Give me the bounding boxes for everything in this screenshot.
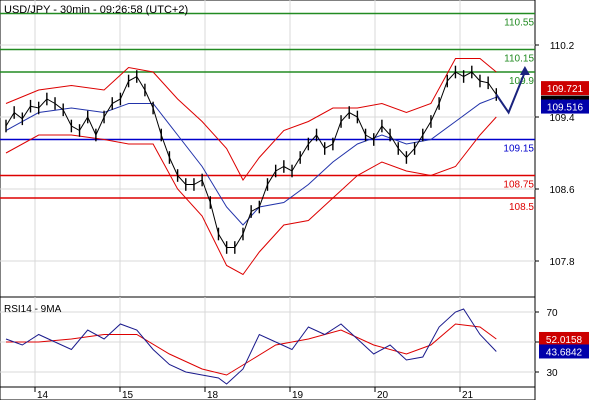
rsi-tag-label: 43.6842 bbox=[546, 347, 583, 358]
rsi-grid bbox=[0, 297, 535, 387]
level-label: 108.75 bbox=[503, 180, 534, 191]
level-label: 110.55 bbox=[504, 18, 534, 29]
forecast-arrowhead bbox=[519, 66, 530, 75]
price-lines bbox=[5, 58, 530, 276]
x-tick-label: 19 bbox=[292, 390, 304, 400]
x-tick-label: 20 bbox=[377, 390, 389, 400]
lower-bollinger-band bbox=[5, 116, 497, 276]
rsi-y-tick-label: 70 bbox=[546, 308, 558, 319]
price-line bbox=[5, 71, 497, 248]
rsi-tag-label: 52.0158 bbox=[546, 335, 583, 346]
x-axis: 14 15 18 19 20 21 bbox=[0, 386, 536, 401]
x-tick-label: 18 bbox=[207, 390, 219, 400]
rsi-line bbox=[5, 308, 497, 385]
x-tick-label: 14 bbox=[37, 390, 49, 400]
rsi-tag-box bbox=[539, 344, 589, 359]
price-axis: 107.8 108.6 109.4 110.2 bbox=[535, 41, 575, 268]
level-label: 108.5 bbox=[509, 202, 534, 213]
rsi-ma-line bbox=[6, 323, 497, 376]
forecast-path bbox=[495, 71, 526, 115]
chart-title: USD/JPY - 30min - 09:26:58 (UTC+2) bbox=[4, 4, 188, 16]
price-y-tick-label: 108.6 bbox=[549, 185, 574, 196]
x-tick-label: 15 bbox=[122, 390, 134, 400]
price-tag-box bbox=[541, 99, 589, 114]
x-tick-label: 21 bbox=[462, 390, 474, 400]
x-axis-area bbox=[0, 386, 536, 401]
rsi-title: RSI14 - 9MA bbox=[4, 304, 62, 315]
level-label: 110.15 bbox=[504, 54, 534, 65]
price-tag-label: 109.516 bbox=[547, 103, 584, 114]
rsi-y-tick-label: 30 bbox=[546, 368, 558, 379]
level-label: 109.15 bbox=[503, 144, 534, 155]
price-tag-label: 109.721 bbox=[547, 84, 584, 95]
rsi-lines bbox=[5, 308, 497, 385]
price-y-tick-label: 107.8 bbox=[549, 257, 574, 268]
price-tag-box bbox=[541, 81, 589, 96]
upper-bollinger-band bbox=[5, 58, 497, 181]
price-y-tick-label: 109.4 bbox=[549, 113, 574, 124]
price-y-tick-label: 110.2 bbox=[550, 41, 575, 52]
rsi-tag-box bbox=[539, 331, 589, 346]
